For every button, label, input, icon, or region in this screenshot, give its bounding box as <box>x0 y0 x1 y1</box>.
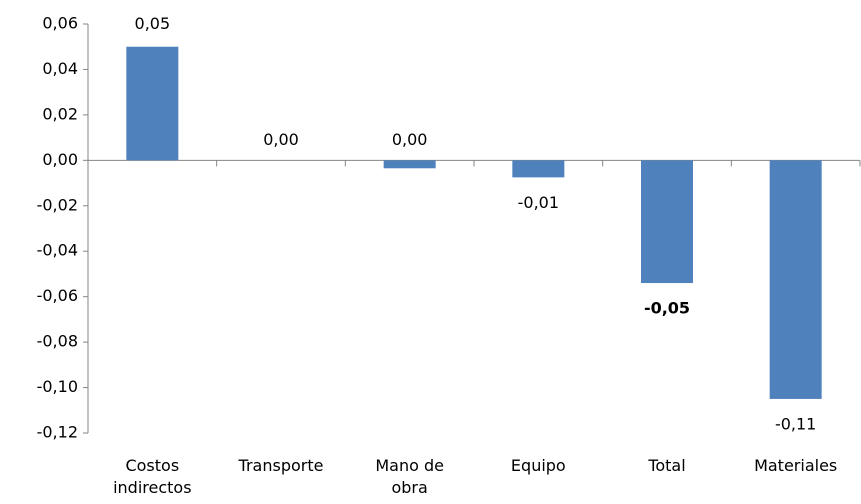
x-tick-label: Materiales <box>754 456 838 475</box>
x-tick-label: Total <box>648 456 686 475</box>
y-tick-label: 0,04 <box>42 59 78 78</box>
bar <box>126 46 179 161</box>
value-label: 0,00 <box>392 130 428 149</box>
x-tick-label: Costos indirectos <box>113 456 192 497</box>
value-label: -0,11 <box>775 414 816 433</box>
y-tick-label: 0,00 <box>42 150 78 169</box>
y-tick-label: -0,08 <box>37 332 78 351</box>
x-tick-label: Equipo <box>510 456 566 475</box>
bar <box>641 160 693 284</box>
y-tick-label: 0,06 <box>42 14 78 33</box>
bar <box>383 160 436 169</box>
x-tick-label: Transporte <box>238 456 324 475</box>
y-tick-label: -0,02 <box>37 195 78 214</box>
y-tick-label: -0,12 <box>37 423 78 442</box>
y-tick-label: 0,02 <box>42 104 78 123</box>
y-tick-label: -0,06 <box>37 286 78 305</box>
value-label: -0,01 <box>518 193 559 212</box>
value-label: 0,00 <box>263 130 299 149</box>
value-label: -0,05 <box>644 299 690 318</box>
bar <box>512 160 565 178</box>
y-tick-label: -0,10 <box>37 377 78 396</box>
y-tick-label: -0,04 <box>37 241 78 260</box>
x-tick-label: Mano de obra <box>375 456 444 497</box>
value-label: 0,05 <box>135 14 171 33</box>
bar <box>769 160 822 399</box>
